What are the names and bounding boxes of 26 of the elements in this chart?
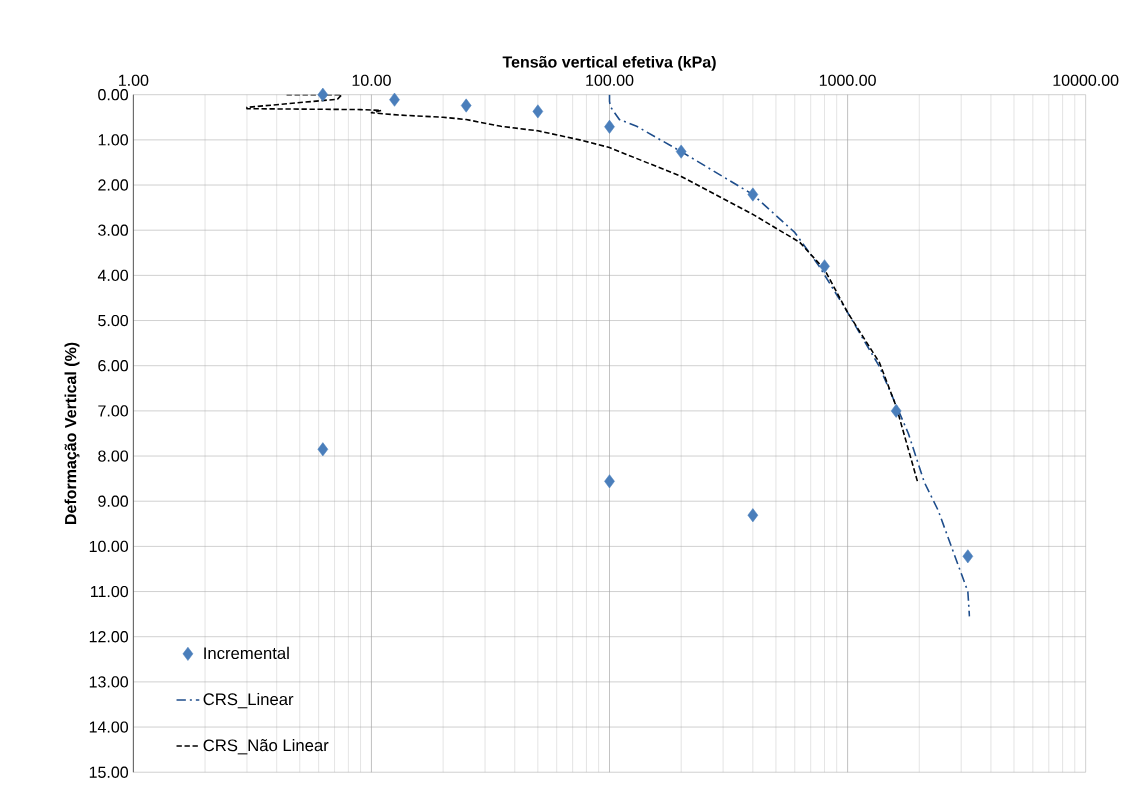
y-tick-label: 12.00	[89, 631, 129, 643]
y-tick-label: 6.00	[98, 360, 129, 372]
y-tick-label: 14.00	[89, 721, 129, 733]
y-tick-label: 0.00	[98, 89, 129, 101]
y-tick-label: 8.00	[98, 450, 129, 462]
y-tick-label: 4.00	[97, 269, 129, 282]
y-tick-label: 13.00	[89, 676, 129, 688]
y-tick-label: 5.00	[98, 314, 129, 327]
y-tick-label: 2.00	[98, 179, 129, 191]
y-tick-label: 10.00	[89, 540, 129, 553]
x-axis-title: Tensão vertical efetiva (kPa)	[502, 55, 716, 71]
y-tick-label: 3.00	[98, 224, 129, 236]
x-tick-label: 100.00	[586, 74, 634, 87]
y-tick-label: 1.00	[98, 134, 129, 146]
y-axis-title: Deformação Vertical (%)	[64, 342, 80, 525]
x-tick-label: 1.00	[119, 74, 149, 87]
y-tick-label: 9.00	[98, 495, 129, 507]
x-tick-label: 10000.00	[1053, 74, 1119, 87]
x-tick-label: 10.00	[352, 74, 391, 87]
y-tick-label: 11.00	[91, 585, 129, 598]
x-tick-label: 1000.00	[819, 74, 876, 87]
legend-label: Incremental	[204, 646, 289, 660]
y-tick-label: 15.00	[89, 766, 129, 778]
legend-label: CRS_Linear	[203, 692, 294, 709]
legend-label: CRS_Não Linear	[203, 739, 329, 755]
y-tick-label: 7.00	[98, 405, 129, 417]
